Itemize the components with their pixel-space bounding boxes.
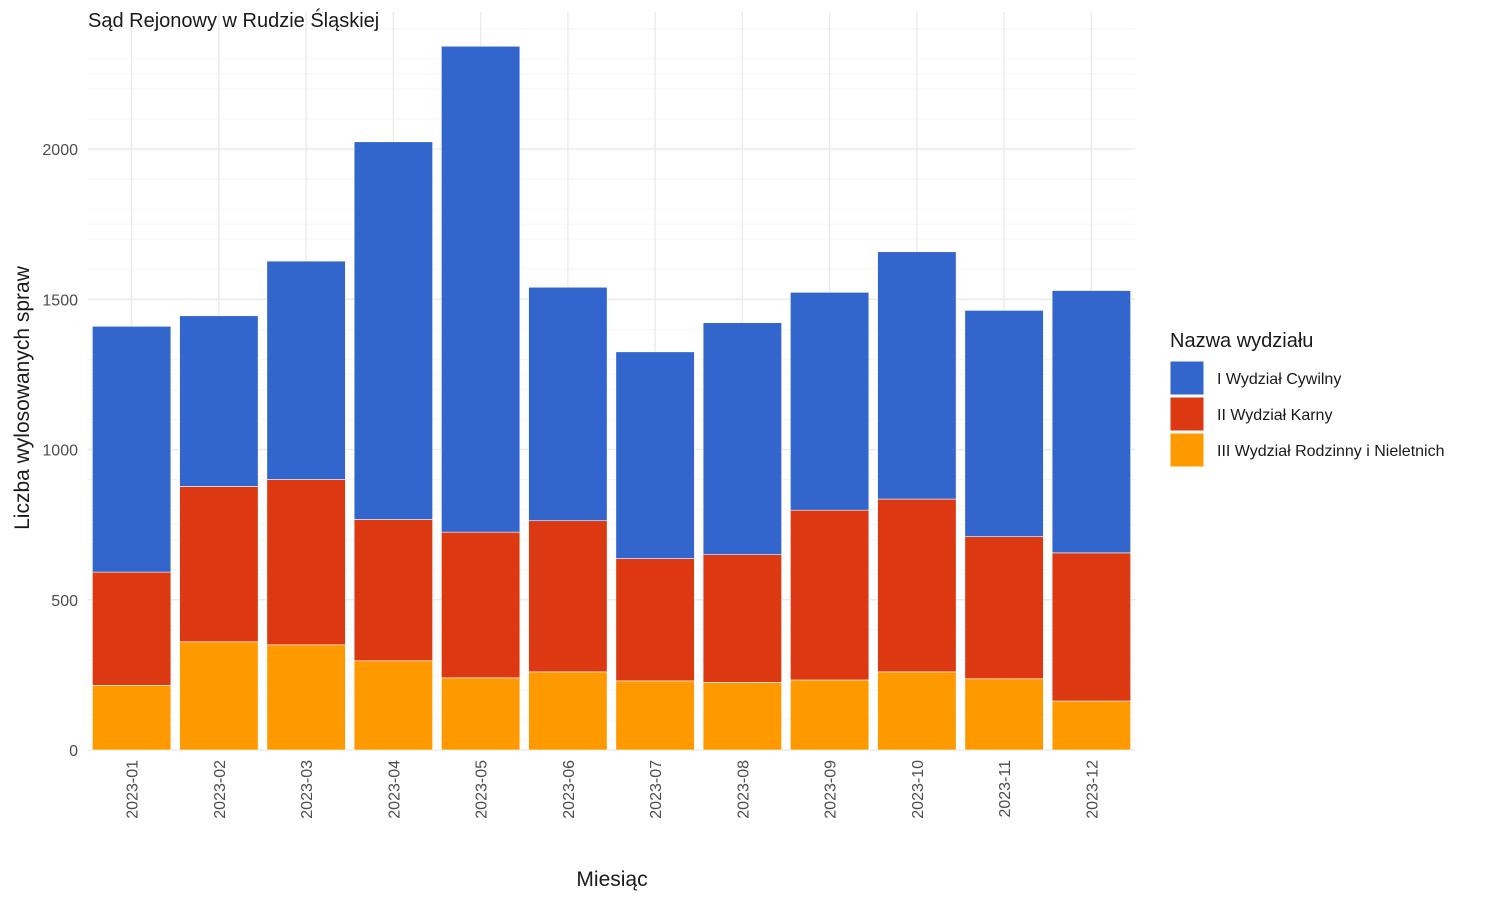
y-tick-label: 2000: [42, 142, 78, 159]
bar-segment: [790, 679, 870, 751]
bar-segment: [790, 509, 870, 681]
bar-segment: [528, 520, 608, 673]
bar-segment: [615, 558, 695, 682]
bar-segment: [92, 571, 172, 686]
bar-segment: [266, 479, 346, 646]
bar-segment: [441, 677, 521, 751]
x-axis-title: Miesiąc: [576, 868, 647, 891]
legend-label: III Wydział Rodzinny i Nieletnich: [1217, 443, 1445, 460]
x-tick-label: 2023-08: [735, 760, 752, 819]
bar-segment: [528, 671, 608, 751]
y-tick-label: 1500: [42, 292, 78, 309]
y-tick-label: 500: [51, 593, 78, 610]
y-tick-label: 1000: [42, 443, 78, 460]
legend-label: II Wydział Karny: [1217, 407, 1332, 424]
bar-segment: [1051, 552, 1131, 702]
bar-segment: [790, 292, 870, 511]
bar-segment: [615, 680, 695, 751]
y-tick-label: 0: [69, 743, 78, 760]
y-axis-title: Liczba wylosowanych spraw: [11, 265, 34, 530]
legend-swatch: [1169, 360, 1205, 396]
bar-segment: [964, 310, 1044, 537]
bar-segment: [179, 486, 259, 643]
x-tick-label: 2023-09: [823, 760, 840, 819]
bar-segment: [92, 685, 172, 751]
x-tick-label: 2023-02: [212, 760, 229, 819]
x-tick-label: 2023-12: [1084, 760, 1101, 819]
bar-segment: [179, 641, 259, 751]
bar-segment: [877, 251, 957, 500]
bars: [92, 45, 1131, 751]
bar-segment: [1051, 290, 1131, 554]
x-tick-label: 2023-10: [910, 760, 927, 819]
bar-segment: [353, 519, 433, 662]
legend: Nazwa wydziału I Wydział Cywilny II Wydzi…: [1169, 330, 1445, 468]
bar-segment: [528, 286, 608, 522]
bar-segment: [92, 325, 172, 573]
y-axis-ticks: 0 500 1000 1500 2000: [42, 142, 78, 760]
x-axis-ticks: 2023-01 2023-02 2023-03 2023-04 2023-05 2023-…: [125, 760, 1102, 819]
x-tick-label: 2023-07: [648, 760, 665, 819]
x-tick-label: 2023-05: [474, 760, 491, 819]
x-tick-label: 2023-01: [125, 760, 142, 819]
bar-segment: [441, 45, 521, 533]
legend-swatch: [1169, 396, 1205, 432]
legend-swatch: [1169, 432, 1205, 468]
bar-segment: [877, 498, 957, 673]
legend-label: I Wydział Cywilny: [1217, 371, 1341, 388]
bar-segment: [964, 678, 1044, 751]
bar-segment: [702, 322, 782, 555]
bar-segment: [353, 141, 433, 520]
bar-segment: [615, 351, 695, 559]
bar-segment: [877, 671, 957, 751]
x-tick-label: 2023-04: [386, 760, 403, 819]
x-tick-label: 2023-06: [561, 760, 578, 819]
chart-title: Sąd Rejonowy w Rudzie Śląskiej: [88, 8, 379, 32]
bar-segment: [702, 682, 782, 751]
legend-title: Nazwa wydziału: [1170, 330, 1313, 352]
x-tick-label: 2023-11: [997, 760, 1014, 818]
bar-segment: [353, 660, 433, 751]
bar-segment: [702, 554, 782, 683]
bar-segment: [1051, 700, 1131, 751]
bar-segment: [441, 531, 521, 679]
bar-segment: [964, 536, 1044, 680]
bar-segment: [266, 260, 346, 480]
bar-segment: [266, 644, 346, 751]
bar-segment: [179, 315, 259, 487]
x-tick-label: 2023-03: [299, 760, 316, 819]
